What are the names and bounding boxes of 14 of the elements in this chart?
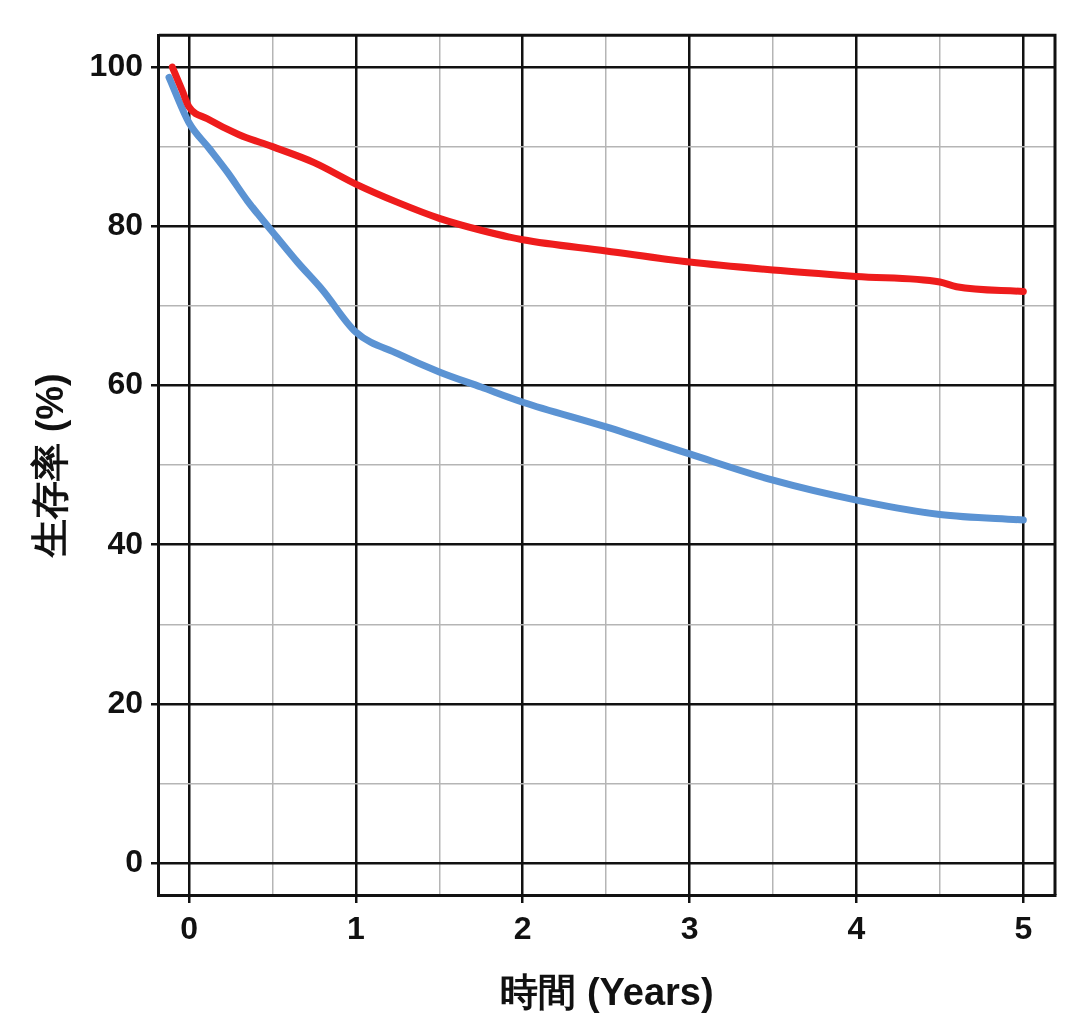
- y-tick-label: 60: [107, 365, 143, 402]
- y-tick-label: 0: [125, 842, 143, 879]
- y-tick-label: 100: [89, 46, 143, 83]
- x-tick-label: 1: [346, 910, 365, 947]
- x-tick-label: 3: [680, 910, 699, 947]
- y-tick-label: 80: [107, 206, 143, 243]
- x-tick-label: 0: [180, 910, 198, 947]
- x-tick-label: 2: [513, 910, 532, 947]
- y-tick-label: 20: [107, 683, 143, 720]
- x-axis-title: 時間 (Years): [500, 970, 714, 1013]
- y-tick-label: 40: [107, 524, 143, 561]
- x-tick-label: 5: [1014, 910, 1033, 947]
- x-tick-label: 4: [847, 910, 866, 947]
- y-axis-title: 生存率 (%): [29, 373, 72, 558]
